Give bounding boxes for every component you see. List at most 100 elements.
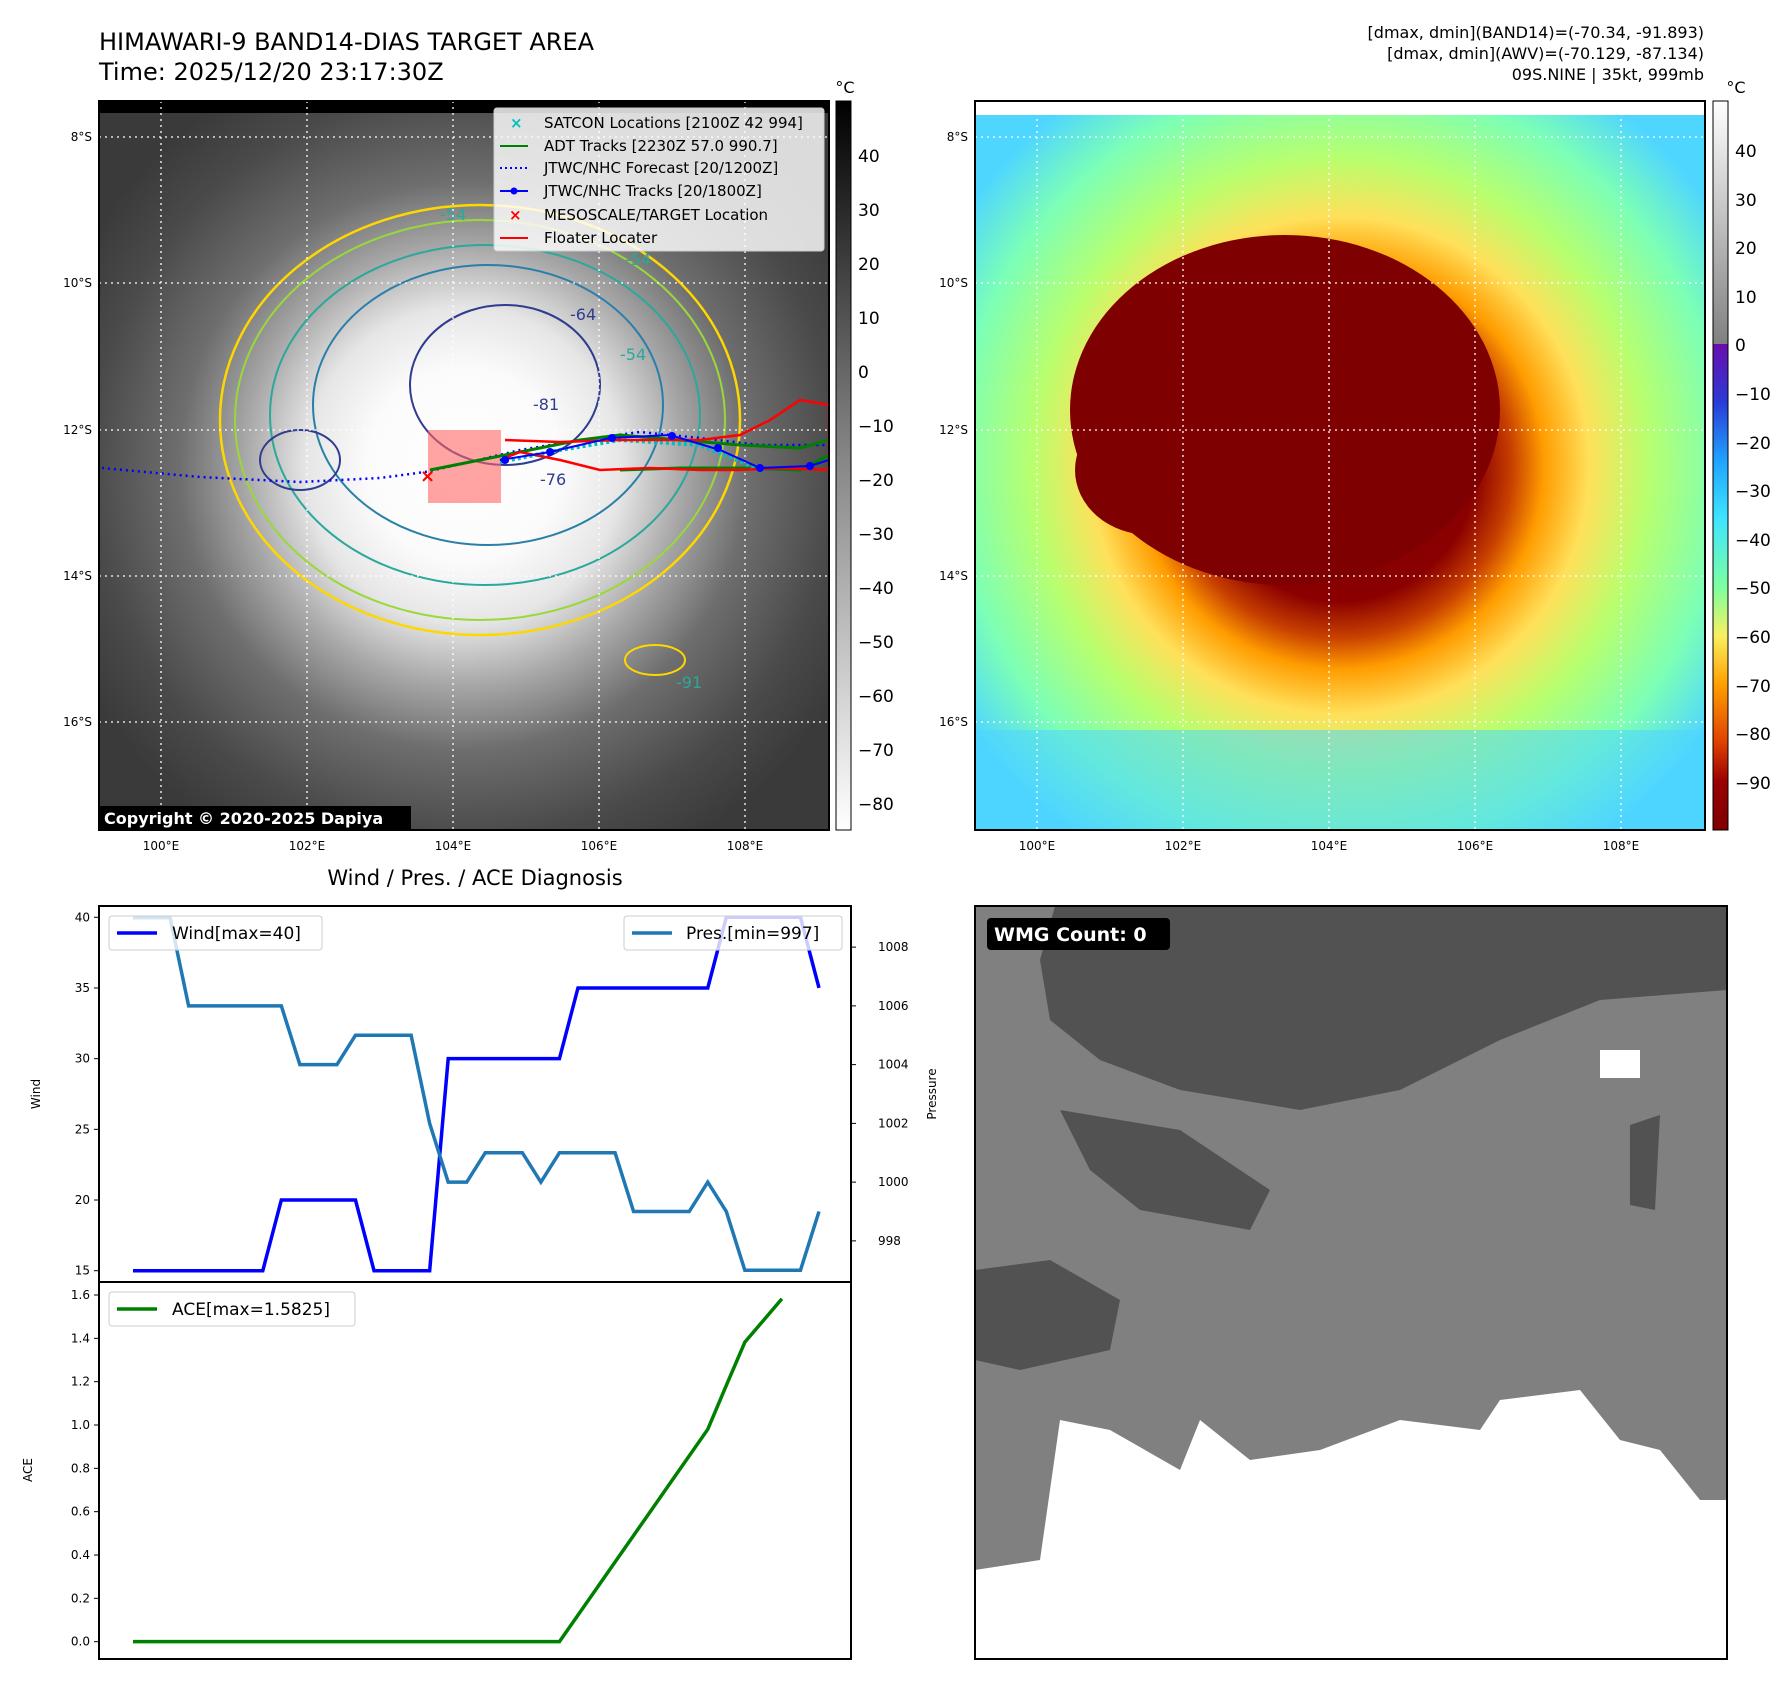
- wmg-white-patch: [1600, 1050, 1640, 1078]
- color-lon-label: 106°E: [1457, 839, 1494, 853]
- color-cb-tick: 0: [1735, 336, 1746, 356]
- legend-jtwc-label: JTWC/NHC Tracks [20/1800Z]: [543, 182, 762, 200]
- ace-plot-area: [98, 1281, 852, 1660]
- ace-tick-label: 0.4: [71, 1548, 90, 1562]
- wind-pressure-chart: Wind / Pres. / ACE Diagnosis 15 20 25 30 35 4…: [29, 866, 939, 1283]
- ir-cb-tick: −30: [858, 525, 894, 545]
- ace-tick-label: 0.0: [71, 1635, 90, 1649]
- legend-satcon-label: SATCON Locations [2100Z 42 994]: [544, 114, 803, 132]
- pressure-tick-label: 998: [878, 1234, 901, 1248]
- ir-cb-tick: −20: [858, 471, 894, 491]
- pressure-axis-ticks: 998 1000 1002 1004 1006 1008: [851, 940, 909, 1248]
- ace-tick-label: 1.2: [71, 1375, 90, 1389]
- wind-plot-area: [98, 905, 852, 1283]
- wind-axis-ticks: 15 20 25 30 35 40: [75, 910, 99, 1278]
- color-lat-label: 16°S: [939, 715, 968, 729]
- wind-tick-label: 30: [75, 1052, 90, 1066]
- ir-contour-label: -54: [625, 250, 651, 269]
- pressure-series-line: [133, 916, 821, 1272]
- color-lon-label: 100°E: [1019, 839, 1056, 853]
- ir-colorbar-unit: °C: [835, 78, 854, 97]
- ir-contour-navy-small: [259, 429, 341, 491]
- ir-contour-label: -81: [533, 395, 559, 414]
- color-colorbar-frame: [1712, 100, 1729, 831]
- ir-lat-label: 16°S: [63, 715, 92, 729]
- ir-cb-tick: −70: [858, 741, 894, 761]
- ir-contour-yellow: [218, 203, 742, 637]
- color-cb-tick: 30: [1735, 191, 1757, 211]
- color-cb-tick: −20: [1735, 434, 1771, 454]
- wind-tick-label: 20: [75, 1193, 90, 1207]
- color-lat-labels: 8°S 10°S 12°S 14°S 16°S: [939, 130, 968, 729]
- color-cb-tick: 40: [1735, 142, 1757, 162]
- color-cb-tick: −30: [1735, 482, 1771, 502]
- ace-tick-label: 0.6: [71, 1505, 90, 1519]
- color-lat-label: 14°S: [939, 569, 968, 583]
- color-image-south: [975, 730, 1705, 830]
- ir-lon-label: 106°E: [581, 839, 618, 853]
- pressure-tick-label: 1006: [878, 999, 909, 1013]
- wind-axis-label: Wind: [29, 1079, 43, 1109]
- wmg-white-region-south: [975, 1390, 1727, 1659]
- jtwc-track: [499, 433, 829, 470]
- color-cb-tick: −50: [1735, 579, 1771, 599]
- ir-cb-tick: 20: [858, 255, 880, 275]
- legend-mesoscale-label: MESOSCALE/TARGET Location: [544, 206, 768, 224]
- copyright-badge: [99, 806, 411, 830]
- pressure-tick-label: 1002: [878, 1116, 909, 1130]
- color-colorbar-lower: [1713, 344, 1728, 830]
- wmg-dark-region-mid: [1060, 1110, 1270, 1230]
- color-cb-tick: 20: [1735, 239, 1757, 259]
- wind-legend: Wind[max=40]: [108, 915, 323, 951]
- pressure-axis-label: Pressure: [925, 1068, 939, 1119]
- ir-cb-tick: 0: [858, 363, 869, 383]
- ir-lat-labels: 8°S 10°S 12°S 14°S 16°S: [63, 130, 92, 729]
- ir-lat-label: 12°S: [63, 423, 92, 437]
- color-cb-tick: 10: [1735, 288, 1757, 308]
- ir-colorbar: [835, 100, 852, 831]
- ir-contour-lightgreen: [234, 219, 726, 621]
- ir-contour-label: -54: [620, 345, 646, 364]
- wmg-dark-region-north: [1040, 906, 1727, 1110]
- ir-contour-label: -64: [570, 305, 596, 324]
- wind-legend-label: Wind[max=40]: [172, 924, 301, 944]
- color-cb-tick: −90: [1735, 774, 1771, 794]
- copyright-text: Copyright © 2020-2025 Dapiya: [104, 809, 383, 828]
- ir-contour-label: -54: [440, 205, 466, 224]
- legend-mesoscale-icon: ×: [509, 206, 522, 224]
- ir-lon-label: 102°E: [289, 839, 326, 853]
- color-lat-label: 12°S: [939, 423, 968, 437]
- color-cb-tick: −70: [1735, 677, 1771, 697]
- color-lon-labels: 100°E 102°E 104°E 106°E 108°E: [1019, 839, 1640, 853]
- ir-panel-frame: [98, 100, 830, 831]
- jtwc-track-points: [501, 432, 814, 472]
- ir-cb-tick: 30: [858, 201, 880, 221]
- color-lat-label: 10°S: [939, 276, 968, 290]
- wind-tick-label: 40: [75, 910, 90, 924]
- adt-track: [429, 433, 829, 472]
- color-lat-label: 8°S: [947, 130, 968, 144]
- ace-tick-label: 0.8: [71, 1461, 90, 1475]
- ace-axis-label: ACE: [21, 1458, 35, 1482]
- color-enhanced-panel: 8°S 10°S 12°S 14°S 16°S 100°E 102°E 104°…: [939, 78, 1771, 853]
- ace-legend-label: ACE[max=1.5825]: [172, 1300, 330, 1320]
- wmg-dark-region-west: [975, 1260, 1120, 1370]
- ir-lat-label: 8°S: [71, 130, 92, 144]
- color-lon-label: 102°E: [1165, 839, 1202, 853]
- target-location-marker: ×: [420, 466, 435, 487]
- ace-series-line: [133, 1297, 784, 1644]
- ir-contour-teal: [269, 244, 701, 586]
- color-cb-tick: −60: [1735, 628, 1771, 648]
- target-area-box: [428, 430, 501, 503]
- info-band14-range: [dmax, dmin](BAND14)=(-70.34, -91.893): [1368, 23, 1704, 42]
- color-colorbar-unit: °C: [1726, 78, 1745, 97]
- ir-legend: × × SATCON Locations [2100Z 42 994] ADT …: [493, 107, 825, 252]
- pressure-legend: Pres.[min=997]: [623, 915, 843, 951]
- figure-time: Time: 2025/12/20 23:17:30Z: [98, 58, 444, 86]
- info-awv-range: [dmax, dmin](AWV)=(-70.129, -87.134): [1387, 44, 1704, 63]
- wmg-panel: WMG Count: 0: [974, 905, 1728, 1660]
- color-cb-tick: −40: [1735, 531, 1771, 551]
- pressure-tick-label: 1008: [878, 940, 909, 954]
- pressure-tick-label: 1004: [878, 1058, 909, 1072]
- ir-satellite-panel: -54 -54 -64 -81 -76 -54 -91: [63, 78, 894, 853]
